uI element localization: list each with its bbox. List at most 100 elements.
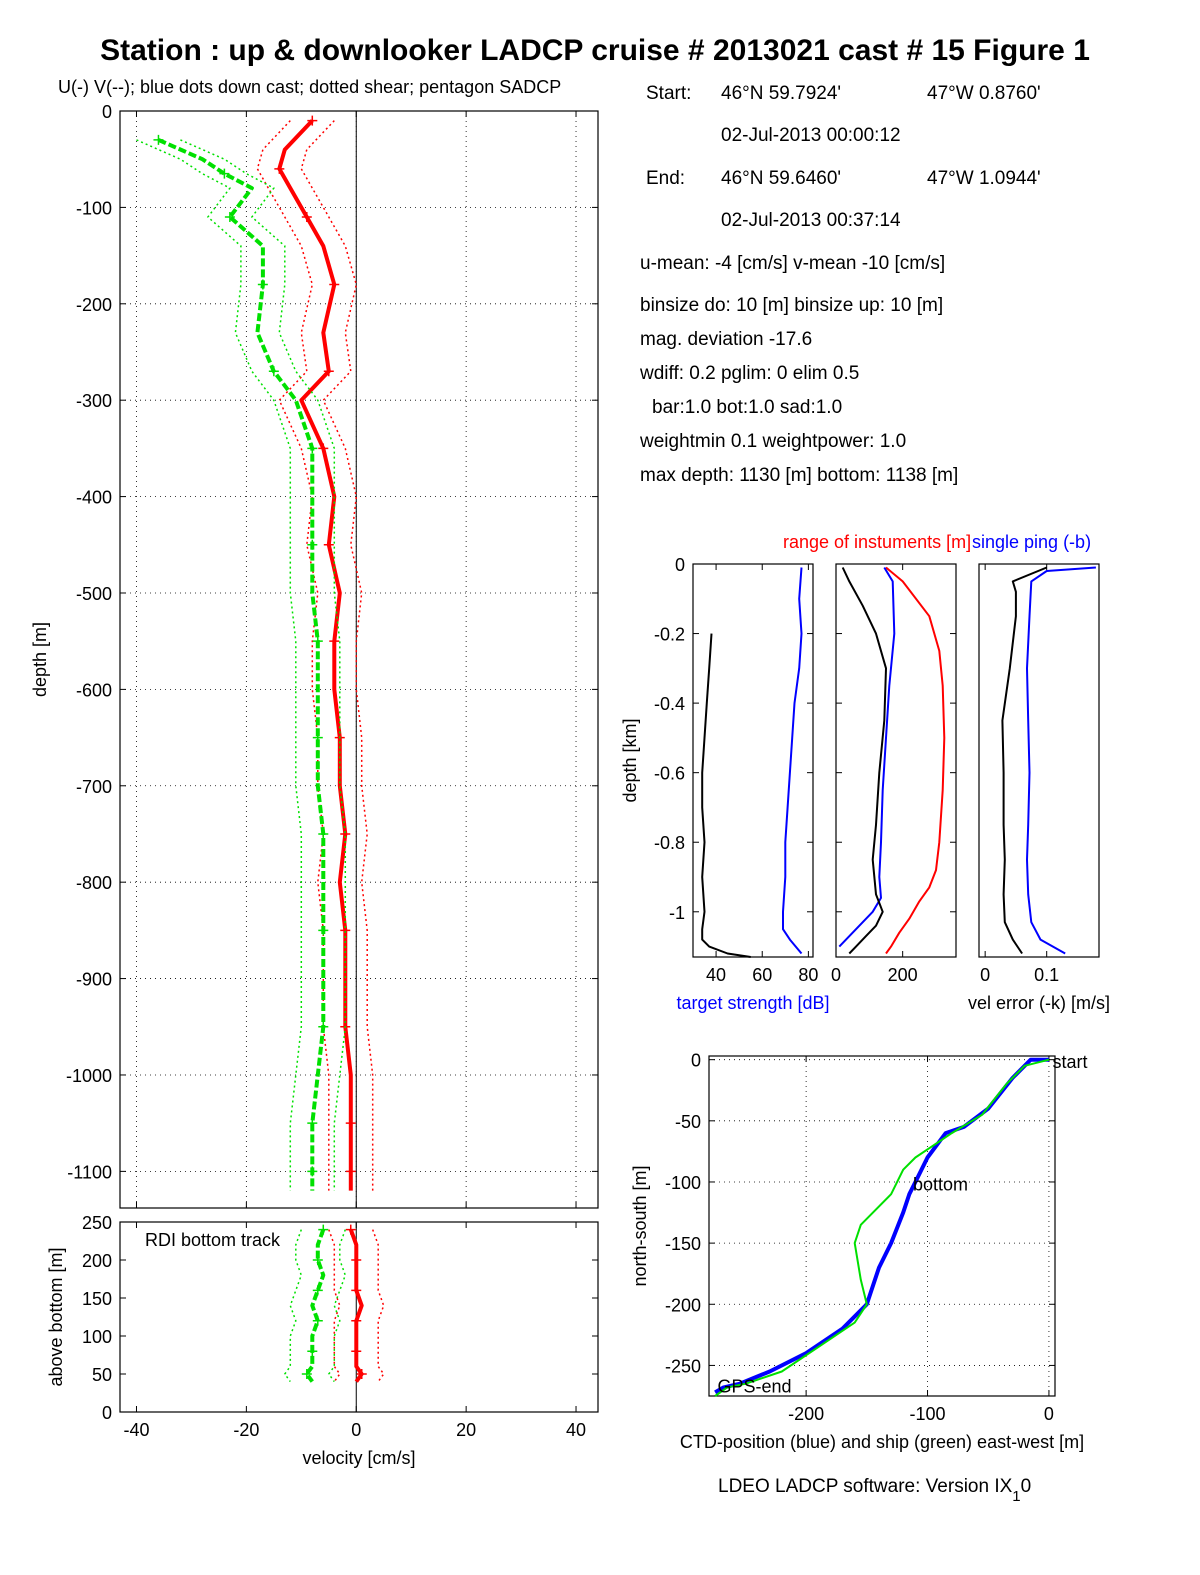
y-tick-label: -600 [76, 680, 112, 700]
y-axis-label: depth [m] [30, 622, 50, 697]
start-label: start [1053, 1052, 1088, 1072]
y-tick-label: -500 [76, 584, 112, 604]
y-tick-label: -1100 [67, 1162, 112, 1182]
x-tick-label: 0.1 [1034, 965, 1059, 985]
x-tick-label: 40 [566, 1420, 586, 1440]
x-axis-label: target strength [dB] [676, 993, 829, 1013]
data-point-v [268, 366, 279, 377]
data-point-u [351, 1315, 362, 1326]
x-tick-label: 0 [1044, 1404, 1054, 1424]
data-point-u [301, 212, 312, 223]
data-point-u [345, 1118, 356, 1129]
target-strength-chart: 0 -0.2 -0.4 -0.6 -0.8 -1 40 60 80 depth [km] targe… [620, 555, 830, 1013]
data-point-u [323, 366, 334, 377]
x-tick-label: -200 [788, 1404, 824, 1424]
figure-subtitle: U(-) V(--); blue dots down cast; dotted … [58, 77, 561, 97]
y-tick-label: -900 [76, 970, 112, 990]
y-tick-label: -50 [675, 1112, 701, 1132]
y-tick-label: -400 [76, 488, 112, 508]
data-point-v [307, 1166, 318, 1177]
end-time: 02-Jul-2013 00:37:14 [721, 210, 901, 231]
y-tick-label: -200 [665, 1295, 701, 1315]
start-latitude: 46°N 59.7924' [721, 83, 841, 104]
end-label: GPS-end [717, 1376, 791, 1396]
series-line-red [885, 566, 946, 955]
wdiff-text: wdiff: 0.2 pglim: 0 elim 0.5 [639, 363, 859, 384]
data-point-v [307, 1118, 318, 1129]
data-point-u [351, 1285, 362, 1296]
y-tick-label: 0 [102, 1403, 112, 1423]
data-point-v [307, 1346, 318, 1357]
series-line-black [1001, 566, 1048, 955]
velocity-error-chart: 0 0.1 vel error (-k) [m/s] [968, 563, 1110, 1013]
velocity-profile-chart: 0 -100 -200 -300 -400 -500 -600 -700 -800 -900 -10… [30, 102, 599, 1209]
series-line-blue [782, 567, 803, 955]
y-tick-label: 0 [675, 555, 685, 575]
start-time: 02-Jul-2013 00:00:12 [721, 125, 901, 146]
x-tick-label: -40 [123, 1420, 149, 1440]
y-tick-label: 0 [691, 1051, 701, 1071]
x-tick-label: 40 [706, 965, 726, 985]
y-tick-label: -100 [76, 198, 112, 218]
x-axis-label: velocity [cm/s] [302, 1448, 415, 1468]
y-tick-label: 0 [102, 102, 112, 122]
position-chart: 0 -50 -100 -150 -200 -250 -200 -100 0 north-south… [630, 1051, 1088, 1452]
y-tick-label: -1 [669, 903, 685, 923]
x-axis-label: CTD-position (blue) and ship (green) eas… [680, 1432, 1084, 1452]
shear-envelope-u [300, 120, 374, 1191]
annotation: RDI bottom track [145, 1230, 281, 1250]
x-tick-label: -100 [910, 1404, 946, 1424]
footer: LDEO LADCP software: Version IX10 [718, 1476, 1031, 1505]
end-latitude: 46°N 59.6460' [721, 168, 841, 189]
legend-label-red: range of instuments [m] [783, 532, 971, 552]
shear-envelope-u [256, 120, 330, 1191]
end-label: End: [646, 168, 685, 189]
y-tick-label: -1000 [66, 1066, 112, 1086]
plots: 0-100-200-300-400-500-600-700-800-900-10… [30, 102, 1110, 1468]
end-longitude: 47°W 1.0944' [927, 168, 1041, 189]
x-tick-label: 20 [456, 1420, 476, 1440]
data-point-v [307, 539, 318, 550]
series-line-v [157, 138, 326, 1191]
data-point-v [219, 168, 230, 179]
data-point-v [312, 1315, 323, 1326]
data-point-u [329, 636, 340, 647]
y-tick-label: -800 [76, 873, 112, 893]
mag-deviation-text: mag. deviation -17.6 [640, 329, 812, 350]
range-of-instruments-chart: 0 200 range of instuments [m] single ping (… [783, 532, 1091, 985]
shear-envelope-v [180, 139, 347, 1191]
shear-envelope-v [283, 1229, 303, 1383]
series-line-ctd [714, 1057, 1049, 1395]
depth-text: max depth: 1130 [m] bottom: 1138 [m] [640, 465, 958, 486]
y-tick-label: -200 [76, 295, 112, 315]
data-point-u [323, 539, 334, 550]
axes-frame [119, 1221, 599, 1413]
y-axis-label: north-south [m] [630, 1165, 650, 1286]
y-tick-label: 250 [82, 1213, 112, 1233]
data-point-v [301, 1369, 312, 1379]
y-tick-label: -0.8 [654, 833, 685, 853]
data-point-u [351, 1346, 362, 1357]
data-point-v [312, 1255, 323, 1265]
data-point-u [345, 1166, 356, 1177]
data-point-v [312, 1285, 323, 1296]
data-point-v [224, 212, 235, 223]
x-tick-label: 0 [831, 965, 841, 985]
axes-frame [119, 110, 599, 1209]
shear-envelope-u [328, 1229, 341, 1383]
binsize-text: binsize do: 10 [m] binsize up: 10 [m] [640, 295, 943, 316]
footer-tail: 0 [1021, 1476, 1032, 1497]
data-point-v [153, 134, 164, 145]
series-line-ship [714, 1058, 1050, 1397]
x-tick-label: 0 [980, 965, 990, 985]
shear-envelope-u [371, 1229, 385, 1383]
data-point-u [318, 443, 329, 454]
y-tick-label: -150 [665, 1234, 701, 1254]
x-tick-label: 80 [798, 965, 818, 985]
series-line-blue [838, 566, 896, 948]
y-tick-label: -250 [665, 1356, 701, 1376]
series-line-v [304, 1228, 326, 1383]
data-point-v [307, 443, 318, 454]
y-tick-label: 200 [82, 1251, 112, 1271]
